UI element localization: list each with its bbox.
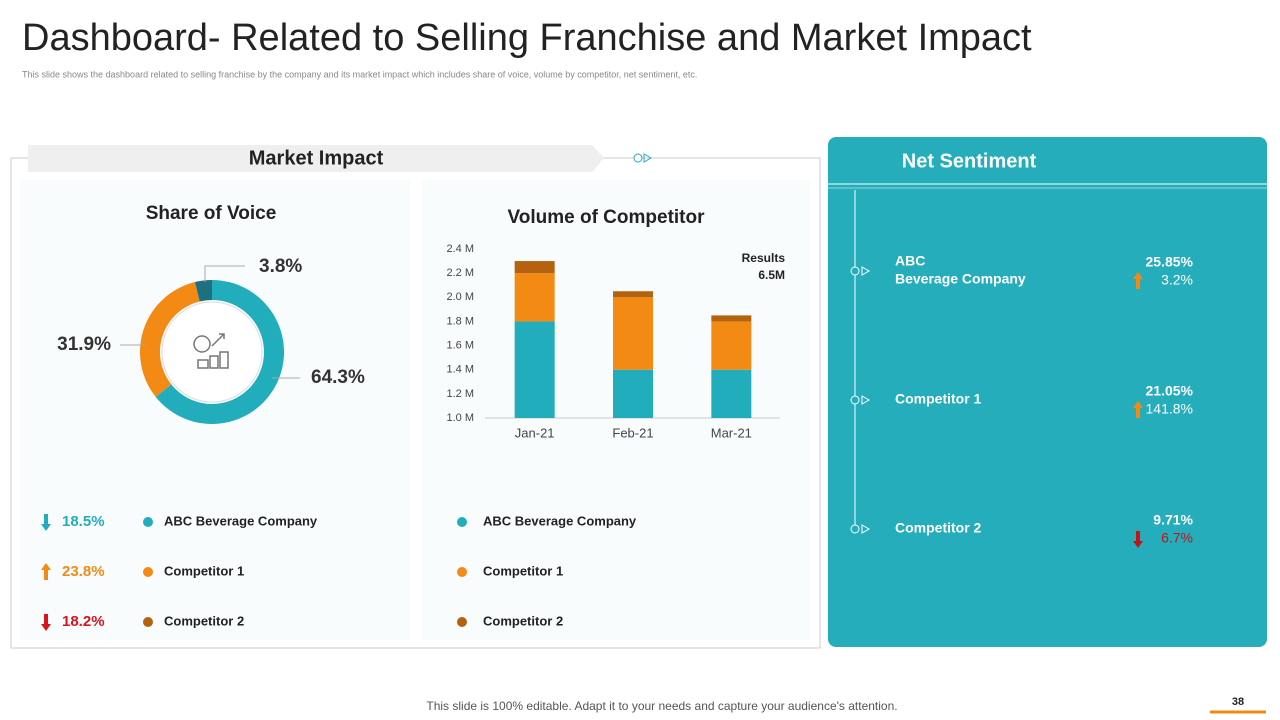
sentiment-change: 6.7% [1161, 530, 1193, 546]
chart-title: Share of Voice [146, 203, 277, 224]
timeline-dot [850, 395, 860, 405]
legend-dot [143, 567, 153, 577]
sentiment-value: 25.85% [1146, 254, 1194, 270]
donut-label: 3.8% [259, 256, 302, 277]
bar-segment [514, 321, 555, 418]
legend-dot [457, 617, 467, 627]
legend-label: Competitor 2 [483, 613, 563, 628]
change-label: 18.2% [62, 613, 105, 630]
sentiment-name: Competitor 1 [895, 391, 982, 407]
y-tick-label: 1.8 M [446, 315, 474, 327]
donut-segment [140, 282, 200, 397]
arrow [1133, 272, 1143, 289]
y-tick-label: 2.4 M [446, 243, 474, 255]
timeline-arrow [861, 524, 871, 534]
chart-title: Volume of Competitor [507, 207, 705, 228]
bar-segment [613, 291, 653, 298]
sentiment-value: 9.71% [1153, 512, 1193, 528]
sentiment-value: 21.05% [1146, 383, 1194, 399]
legend-label: Competitor 2 [164, 613, 244, 628]
sentiment-panel [828, 137, 1267, 647]
y-tick-label: 1.6 M [446, 339, 474, 351]
x-tick-label: Feb-21 [612, 425, 653, 440]
donut-center [161, 301, 263, 403]
bar-segment [514, 273, 555, 322]
donut-segment [194, 280, 212, 302]
arrow [41, 614, 51, 631]
donut-label: 31.9% [57, 334, 111, 355]
legend-label: ABC Beverage Company [483, 513, 637, 528]
sentiment-name: Competitor 2 [895, 520, 982, 536]
x-tick-label: Jan-21 [515, 425, 555, 440]
arrow [41, 563, 51, 580]
arrow [1133, 401, 1143, 418]
panel-title: Market Impact [249, 147, 384, 169]
x-tick-label: Mar-21 [711, 425, 752, 440]
y-tick-label: 2.2 M [446, 267, 474, 279]
legend-dot [143, 517, 153, 527]
legend-label: ABC Beverage Company [164, 513, 318, 528]
legend-label: Competitor 1 [164, 563, 244, 578]
annotation: Results [742, 251, 786, 265]
y-tick-label: 1.2 M [446, 388, 474, 400]
legend-dot [457, 517, 467, 527]
bar-segment [711, 321, 752, 370]
legend-label: Competitor 1 [483, 563, 563, 578]
bar-segment [613, 297, 653, 370]
footer-note: This slide is 100% editable. Adapt it to… [426, 699, 897, 713]
bar-segment [711, 369, 752, 418]
bar-segment [711, 315, 752, 322]
timeline-dot [850, 266, 860, 276]
icon-chart [197, 333, 229, 369]
timeline-arrow [861, 266, 871, 276]
icon-coin [193, 335, 211, 353]
leader-line [204, 265, 245, 282]
slide-title: Dashboard- Related to Selling Franchise … [22, 17, 1032, 59]
legend-dot [143, 617, 153, 627]
donut-segment [155, 280, 284, 425]
ribbon [28, 145, 604, 172]
sentiment-change: 141.8% [1146, 401, 1193, 417]
annotation: 6.5M [758, 268, 785, 282]
timeline-dot [850, 524, 860, 534]
bar-segment [613, 369, 653, 418]
sentiment-name: Beverage Company [895, 271, 1026, 287]
ribbon-dot [633, 153, 643, 163]
sentiment-title: Net Sentiment [902, 150, 1037, 172]
donut-label: 64.3% [311, 367, 365, 388]
change-label: 18.5% [62, 513, 105, 530]
page-number: 38 [1232, 696, 1244, 708]
y-tick-label: 1.4 M [446, 364, 474, 376]
legend-dot [457, 567, 467, 577]
y-tick-label: 1.0 M [446, 412, 474, 424]
ribbon-arrow [643, 153, 653, 163]
sentiment-change: 3.2% [1161, 272, 1193, 288]
arrow [41, 514, 51, 531]
slide-subtitle: This slide shows the dashboard related t… [22, 69, 697, 79]
y-tick-label: 2.0 M [446, 291, 474, 303]
sentiment-name: ABC [895, 253, 925, 269]
timeline-arrow [861, 395, 871, 405]
bar-segment [514, 261, 555, 274]
change-label: 23.8% [62, 563, 105, 580]
arrow [1133, 531, 1143, 548]
